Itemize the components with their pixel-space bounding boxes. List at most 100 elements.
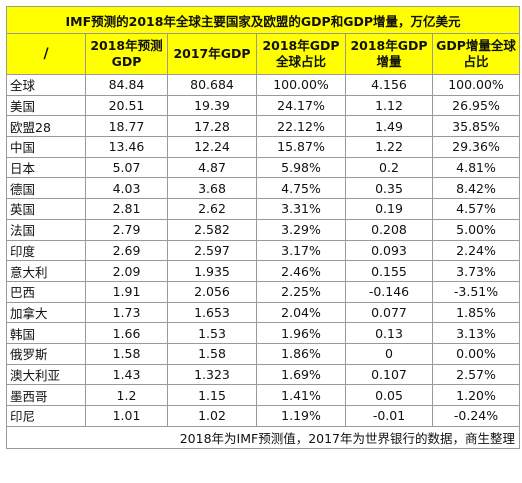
increment-share-cell: 4.57%: [431, 198, 521, 220]
gdp-2018-forecast-cell: 1.43: [85, 363, 168, 386]
gdp-2018-forecast-cell: 1.73: [85, 301, 168, 324]
gdp-2017-cell: 1.58: [167, 342, 257, 365]
table-row: 巴西 1.91 2.056 2.25% -0.146 -3.51%: [6, 280, 521, 303]
gdp-2017-cell: 1.653: [167, 301, 257, 324]
gdp-2017-cell: 4.87: [167, 156, 257, 179]
increment-2018-cell: 1.12: [345, 94, 433, 117]
gdp-2017-cell: 1.323: [167, 363, 257, 386]
increment-2018-cell: -0.01: [345, 405, 433, 427]
increment-share-cell: 0.00%: [431, 342, 521, 365]
header-cell-increment-share: GDP增量全球 占比: [431, 33, 521, 75]
header-line1: 2018年预测: [90, 38, 163, 53]
increment-2018-cell: 0: [345, 342, 433, 365]
gdp-2017-cell: 2.597: [167, 239, 257, 262]
gdp-2017-cell: 2.056: [167, 280, 257, 303]
increment-share-cell: 1.85%: [431, 301, 521, 324]
gdp-table: IMF预测的2018年全球主要国家及欧盟的GDP和GDP增量，万亿美元 / 20…: [5, 6, 521, 449]
share-2018-cell: 1.69%: [256, 363, 346, 386]
share-2018-cell: 5.98%: [256, 156, 346, 179]
table-row: 全球 84.84 80.684 100.00% 4.156 100.00%: [6, 74, 521, 96]
increment-share-cell: 3.13%: [431, 322, 521, 344]
table-row: 法国 2.79 2.582 3.29% 0.208 5.00%: [6, 218, 521, 241]
region-name-cell: 全球: [6, 74, 86, 96]
gdp-2018-forecast-cell: 20.51: [85, 94, 168, 117]
gdp-2017-cell: 1.15: [167, 384, 257, 406]
region-name-cell: 意大利: [6, 260, 86, 282]
share-2018-cell: 2.46%: [256, 260, 346, 282]
increment-2018-cell: 0.208: [345, 218, 433, 241]
header-cell-2018-forecast: 2018年预测 GDP: [85, 33, 168, 75]
table-row: 英国 2.81 2.62 3.31% 0.19 4.57%: [6, 198, 521, 220]
region-name-cell: 韩国: [6, 322, 86, 344]
increment-share-cell: 26.95%: [431, 94, 521, 117]
table-row: 澳大利亚 1.43 1.323 1.69% 0.107 2.57%: [6, 363, 521, 386]
share-2018-cell: 1.96%: [256, 322, 346, 344]
increment-share-cell: -3.51%: [431, 280, 521, 303]
gdp-2017-cell: 19.39: [167, 94, 257, 117]
region-name-cell: 中国: [6, 136, 86, 158]
share-2018-cell: 3.31%: [256, 198, 346, 220]
gdp-2018-forecast-cell: 2.69: [85, 239, 168, 262]
increment-share-cell: 2.57%: [431, 363, 521, 386]
header-cell-corner: /: [6, 33, 86, 75]
increment-share-cell: 8.42%: [431, 177, 521, 200]
table-row: 中国 13.46 12.24 15.87% 1.22 29.36%: [6, 136, 521, 158]
share-2018-cell: 15.87%: [256, 136, 346, 158]
region-name-cell: 澳大利亚: [6, 363, 86, 386]
share-2018-cell: 2.04%: [256, 301, 346, 324]
region-name-cell: 墨西哥: [6, 384, 86, 406]
gdp-2017-cell: 17.28: [167, 115, 257, 138]
increment-2018-cell: 0.107: [345, 363, 433, 386]
gdp-2017-cell: 1.02: [167, 405, 257, 427]
table-title: IMF预测的2018年全球主要国家及欧盟的GDP和GDP增量，万亿美元: [5, 6, 521, 34]
header-cell-2018-increment: 2018年GDP 增量: [345, 33, 433, 75]
increment-2018-cell: 0.35: [345, 177, 433, 200]
share-2018-cell: 1.41%: [256, 384, 346, 406]
region-name-cell: 印度: [6, 239, 86, 262]
header-line2: GDP: [111, 54, 142, 69]
table-row: 意大利 2.09 1.935 2.46% 0.155 3.73%: [6, 260, 521, 282]
region-name-cell: 欧盟28: [6, 115, 86, 138]
source-note: 2018年为IMF预测值，2017年为世界银行的数据，商生整理: [5, 425, 521, 449]
increment-share-cell: 2.24%: [431, 239, 521, 262]
title-row: IMF预测的2018年全球主要国家及欧盟的GDP和GDP增量，万亿美元: [5, 6, 521, 34]
increment-2018-cell: 1.49: [345, 115, 433, 138]
gdp-2017-cell: 1.53: [167, 322, 257, 344]
table-row: 印度 2.69 2.597 3.17% 0.093 2.24%: [6, 239, 521, 262]
share-2018-cell: 4.75%: [256, 177, 346, 200]
share-2018-cell: 22.12%: [256, 115, 346, 138]
increment-2018-cell: 0.13: [345, 322, 433, 344]
region-name-cell: 巴西: [6, 280, 86, 303]
increment-2018-cell: 0.19: [345, 198, 433, 220]
header-row: / 2018年预测 GDP 2017年GDP 2018年GDP 全球占比 2018年…: [6, 33, 521, 75]
table-row: 俄罗斯 1.58 1.58 1.86% 0 0.00%: [6, 342, 521, 365]
gdp-2018-forecast-cell: 18.77: [85, 115, 168, 138]
increment-2018-cell: 0.093: [345, 239, 433, 262]
table-row: 加拿大 1.73 1.653 2.04% 0.077 1.85%: [6, 301, 521, 324]
increment-2018-cell: 0.155: [345, 260, 433, 282]
increment-share-cell: 100.00%: [431, 74, 521, 96]
region-name-cell: 英国: [6, 198, 86, 220]
table-row: 美国 20.51 19.39 24.17% 1.12 26.95%: [6, 94, 521, 117]
gdp-2018-forecast-cell: 1.01: [85, 405, 168, 427]
table-row: 韩国 1.66 1.53 1.96% 0.13 3.13%: [6, 322, 521, 344]
gdp-2018-forecast-cell: 13.46: [85, 136, 168, 158]
gdp-2018-forecast-cell: 1.2: [85, 384, 168, 406]
header-line2: 增量: [376, 54, 402, 69]
region-name-cell: 法国: [6, 218, 86, 241]
share-2018-cell: 1.19%: [256, 405, 346, 427]
gdp-2017-cell: 3.68: [167, 177, 257, 200]
increment-2018-cell: -0.146: [345, 280, 433, 303]
gdp-2018-forecast-cell: 5.07: [85, 156, 168, 179]
share-2018-cell: 24.17%: [256, 94, 346, 117]
increment-2018-cell: 0.05: [345, 384, 433, 406]
gdp-2018-forecast-cell: 1.58: [85, 342, 168, 365]
gdp-2018-forecast-cell: 1.66: [85, 322, 168, 344]
share-2018-cell: 2.25%: [256, 280, 346, 303]
header-line1: /: [43, 46, 49, 62]
increment-2018-cell: 0.2: [345, 156, 433, 179]
gdp-2017-cell: 1.935: [167, 260, 257, 282]
increment-share-cell: 5.00%: [431, 218, 521, 241]
gdp-2018-forecast-cell: 4.03: [85, 177, 168, 200]
table-row: 日本 5.07 4.87 5.98% 0.2 4.81%: [6, 156, 521, 179]
